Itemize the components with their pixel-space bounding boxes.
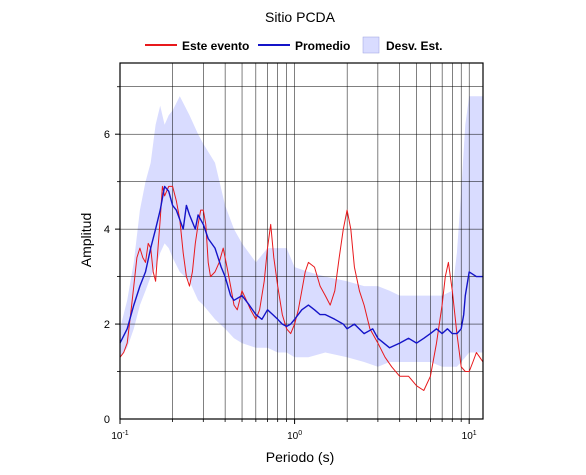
series-line-este-evento xyxy=(119,185,484,391)
y-tick-label: 2 xyxy=(104,319,110,331)
y-axis-label: Amplitud xyxy=(78,213,94,267)
y-tick-label: 4 xyxy=(104,224,110,236)
legend: Este evento Promedio Desv. Est. xyxy=(145,36,442,54)
legend-label-este-evento: Este evento xyxy=(182,39,249,53)
series-line-promedio xyxy=(119,185,483,349)
std-dev-band xyxy=(120,96,483,367)
x-axis-label: Periodo (s) xyxy=(266,449,334,465)
series-layer xyxy=(119,185,484,391)
legend-swatch-desv-est xyxy=(362,36,380,54)
legend-label-desv-est: Desv. Est. xyxy=(386,39,442,53)
y-tick-label: 0 xyxy=(104,414,110,426)
grid-layer xyxy=(120,63,483,419)
x-tick-label: 10-1 xyxy=(111,430,128,442)
x-tick-label: 101 xyxy=(462,430,477,442)
std-dev-band-layer xyxy=(120,96,483,367)
legend-label-promedio: Promedio xyxy=(295,39,350,53)
chart-title: Sitio PCDA xyxy=(265,9,336,25)
tick-layer: 10-1 100 101 0 2 4 6 xyxy=(104,86,477,442)
y-tick-label: 6 xyxy=(104,129,110,141)
x-tick-label: 100 xyxy=(287,430,302,442)
plot-frame xyxy=(119,62,484,420)
